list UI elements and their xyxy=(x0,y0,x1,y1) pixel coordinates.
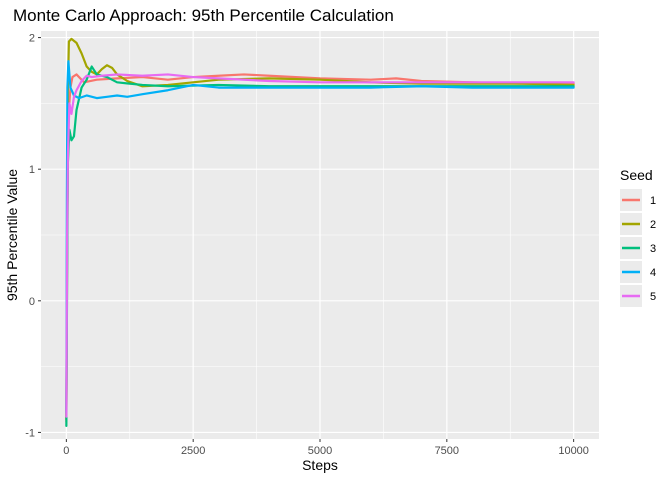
legend-label-1: 1 xyxy=(650,195,656,207)
series-line-5 xyxy=(65,73,575,418)
x-axis-label: Steps xyxy=(302,457,338,473)
y-axis: -1 0 1 2 xyxy=(25,33,41,439)
x-tick-label: 2500 xyxy=(181,445,205,457)
legend: Seed 1 2 3 4 5 xyxy=(620,167,656,307)
series-line-1 xyxy=(65,73,575,423)
x-axis: 0 2500 5000 7500 10000 xyxy=(63,439,589,457)
y-axis-label: 95th Percentile Value xyxy=(4,169,20,301)
y-tick-label: 2 xyxy=(29,33,35,45)
y-tick-label: 1 xyxy=(29,164,35,176)
legend-title: Seed xyxy=(620,167,653,183)
legend-label-3: 3 xyxy=(650,243,656,255)
x-tick-label: 10000 xyxy=(558,445,589,457)
x-tick-label: 7500 xyxy=(435,445,459,457)
x-tick-label: 0 xyxy=(63,445,69,457)
legend-label-2: 2 xyxy=(650,219,656,231)
series-lines xyxy=(65,37,575,427)
y-tick-label: -1 xyxy=(25,427,35,439)
chart-title: Monte Carlo Approach: 95th Percentile Ca… xyxy=(13,6,394,25)
series-line-4 xyxy=(65,60,575,414)
legend-label-5: 5 xyxy=(650,291,656,303)
x-tick-label: 5000 xyxy=(308,445,332,457)
y-tick-label: 0 xyxy=(29,296,35,308)
legend-label-4: 4 xyxy=(650,267,656,279)
